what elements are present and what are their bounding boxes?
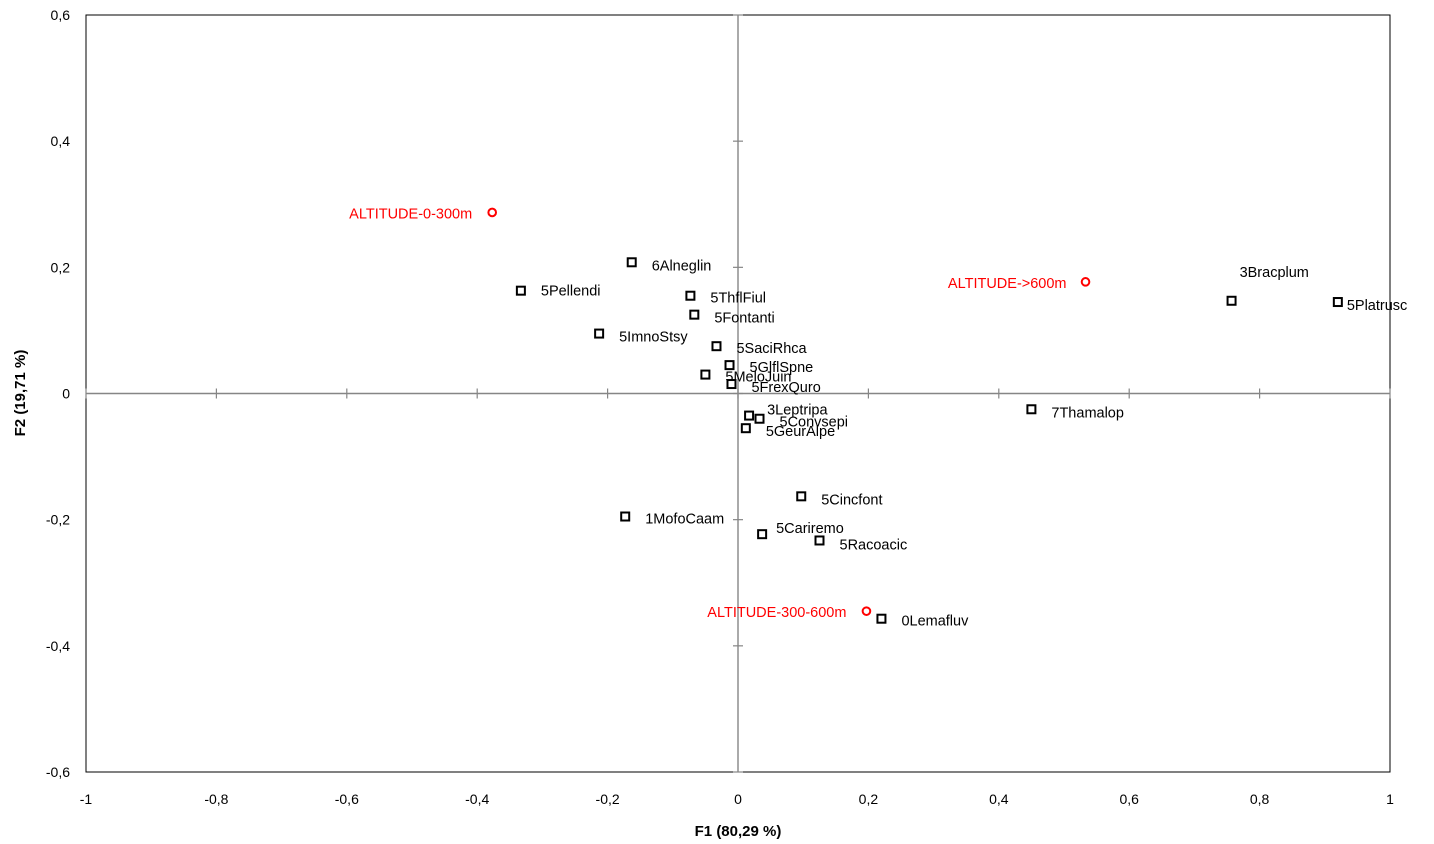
point-label-7thamalop: 7Thamalop	[1051, 405, 1124, 421]
point-marker-5sacirhca	[711, 341, 722, 352]
point-marker-5fontanti	[689, 309, 700, 320]
point-marker-0lemafluv	[876, 613, 887, 624]
point-label-5imnostsy: 5ImnoStsy	[619, 330, 688, 346]
x-tick-label: 0,8	[1250, 791, 1270, 807]
x-tick-label: 0,2	[859, 791, 879, 807]
x-tick-label: 0,6	[1119, 791, 1139, 807]
point-label-3bracplum: 3Bracplum	[1240, 265, 1309, 281]
x-tick-label: 1	[1386, 791, 1394, 807]
y-tick-label: 0,2	[51, 259, 71, 275]
point-label-5sacirhca: 5SaciRhca	[736, 341, 807, 357]
point-marker-3leptripa	[744, 410, 755, 421]
point-label-5melojuin: 5MeloJuin	[725, 370, 791, 386]
point-label-5thflfiul: 5ThflFiul	[710, 291, 766, 307]
y-axis-title: F2 (19,71 %)	[12, 350, 29, 437]
point-marker-5geuralpe	[740, 423, 751, 434]
point-marker-altitude-0-300m	[487, 207, 497, 218]
data-points: 6Alneglin 5Pellendi 5ThflFiul 5Fontanti 5Imn…	[349, 206, 1407, 629]
point-label-5fontanti: 5Fontanti	[714, 311, 774, 327]
x-tick-label: 0,4	[989, 791, 1009, 807]
point-marker-5platrusc	[1332, 297, 1343, 308]
point-marker-altitude-600m	[1080, 277, 1091, 287]
x-tick-label: 0	[734, 791, 742, 807]
point-label-5cariremo: 5Cariremo	[776, 521, 844, 537]
point-marker-5racoacic	[814, 535, 825, 546]
y-tick-label: 0,6	[51, 7, 71, 23]
y-tick-label: -0,6	[46, 764, 70, 780]
point-label-5glflspne: 5GlflSpne	[750, 360, 814, 376]
y-tick-label: 0	[62, 386, 70, 402]
point-marker-5cincfont	[796, 491, 807, 502]
point-label-5pellendi: 5Pellendi	[541, 284, 601, 300]
point-marker-3bracplum	[1226, 295, 1237, 306]
point-marker-5imnostsy	[594, 328, 605, 339]
x-tick-label: -0,8	[204, 791, 228, 807]
point-label-3leptripa: 3Leptripa	[767, 403, 828, 419]
point-label-1mofocaam: 1MofoCaam	[645, 512, 724, 528]
point-label-5geuralpe: 5GeurAlpe	[766, 424, 835, 440]
point-marker-5frexquro	[726, 379, 737, 390]
point-label-5cincfont: 5Cincfont	[821, 492, 882, 508]
x-tick-label: -0,2	[596, 791, 620, 807]
y-tick-label: 0,4	[51, 133, 71, 149]
y-tick-label: -0,4	[46, 638, 70, 654]
point-label-5frexquro: 5FrexQuro	[751, 380, 820, 396]
x-tick-label: -0,4	[465, 791, 489, 807]
x-axis-ticks: -1 -0,8 -0,6 -0,4 -0,2 0 0,2 0,4 0,6 0,8 1	[80, 388, 1394, 807]
y-tick-label: -0,2	[46, 512, 70, 528]
point-label-6alneglin: 6Alneglin	[652, 258, 712, 274]
point-marker-5melojuin	[700, 369, 711, 380]
point-marker-5pellendi	[515, 285, 526, 296]
x-tick-label: -1	[80, 791, 93, 807]
point-label-altitude-600m: ALTITUDE->600m	[948, 276, 1067, 292]
point-marker-6alneglin	[626, 257, 637, 268]
y-axis-ticks: -0,6 -0,4 -0,2 0 0,2 0,4 0,6	[46, 7, 743, 780]
point-label-5racoacic: 5Racoacic	[840, 537, 908, 553]
point-label-5platrusc: 5Platrusc	[1347, 298, 1407, 314]
x-tick-label: -0,6	[335, 791, 359, 807]
point-label-altitude-0-300m: ALTITUDE-0-300m	[349, 206, 472, 222]
point-marker-5cariremo	[757, 529, 768, 540]
point-marker-1mofocaam	[620, 511, 631, 522]
point-label-0lemafluv: 0Lemafluv	[901, 614, 969, 630]
point-marker-5convsepi	[754, 413, 765, 424]
point-label-altitude-300-600m: ALTITUDE-300-600m	[707, 605, 846, 621]
point-marker-7thamalop	[1026, 404, 1037, 415]
point-label-5convsepi: 5Convsepi	[780, 415, 849, 431]
x-axis-title: F1 (80,29 %)	[695, 823, 782, 840]
point-marker-altitude-300-600m	[861, 606, 872, 616]
point-marker-5thflfiul	[685, 290, 696, 301]
point-marker-5glflspne	[724, 360, 735, 371]
